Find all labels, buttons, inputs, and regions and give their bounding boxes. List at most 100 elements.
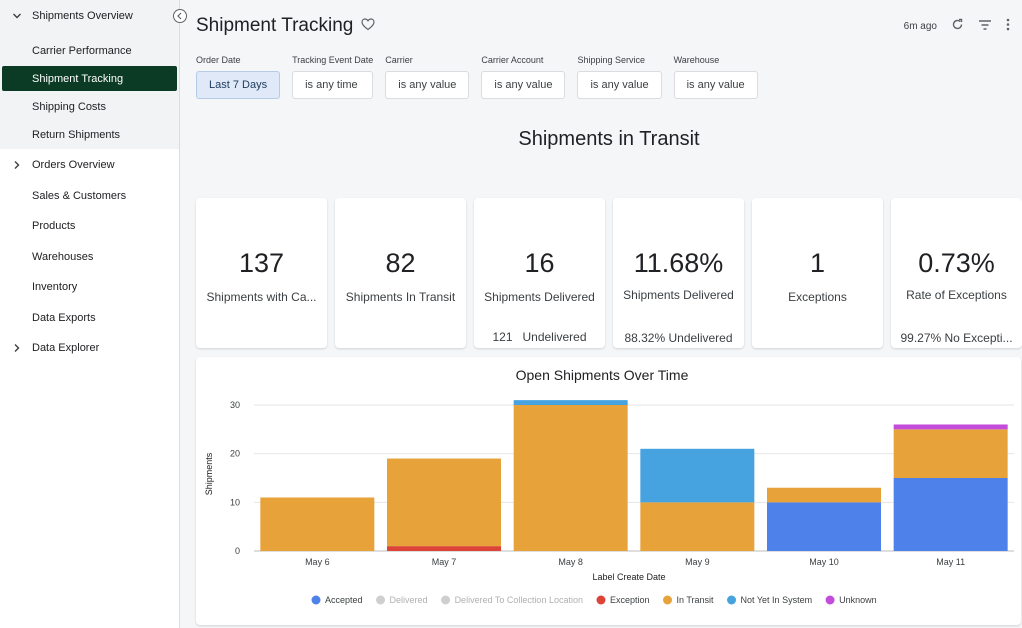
legend-label: In Transit: [677, 595, 715, 605]
legend-swatch: [376, 595, 386, 605]
chart-title: Open Shipments Over Time: [516, 367, 689, 383]
chart-legend: Accepted Delivered Delivered To Collection…: [311, 595, 877, 605]
bar-segment[interactable]: [513, 405, 628, 551]
header-actions: 6m ago: [904, 18, 1010, 34]
legend-swatch: [596, 595, 606, 605]
chart-gridlines: 0 10 20 30: [230, 400, 1014, 556]
filter-label: Carrier Account: [481, 55, 544, 65]
filter-bar: Order Date Last 7 Days Tracking Event Da…: [196, 55, 758, 99]
sidebar-item-label: Data Exports: [32, 311, 96, 324]
warehouse-filter-button[interactable]: is any value: [673, 71, 758, 99]
legend-label: Not Yet In System: [741, 595, 813, 605]
legend-item[interactable]: Accepted: [311, 595, 363, 605]
bar-segment[interactable]: [260, 497, 375, 551]
sidebar-item-data-explorer[interactable]: Data Explorer: [0, 333, 179, 364]
filter-warehouse: Warehouse is any value: [673, 55, 758, 99]
sidebar-item-label: Data Explorer: [32, 342, 100, 355]
sidebar-item-warehouses[interactable]: Warehouses: [0, 242, 179, 273]
sidebar-item-sales-customers[interactable]: Sales & Customers: [0, 181, 179, 212]
sidebar-item-label: Return Shipments: [32, 128, 121, 141]
sidebar-item-return-shipments[interactable]: Return Shipments: [0, 120, 179, 149]
legend-label: Exception: [610, 595, 650, 605]
collapse-sidebar-button[interactable]: [173, 9, 187, 23]
carrier-filter-button[interactable]: is any value: [385, 71, 470, 99]
open-shipments-chart: Open Shipments Over Time Shipments Label…: [196, 357, 1021, 625]
filter-label: Shipping Service: [577, 55, 646, 65]
legend-swatch: [663, 595, 673, 605]
sidebar-item-shipments-overview[interactable]: Shipments Overview: [0, 0, 179, 32]
kpi-tiles: 137 Shipments with Ca... 82 Shipments In…: [196, 198, 1022, 348]
kpi-tile-exceptions[interactable]: 1 Exceptions: [752, 198, 883, 348]
legend-item[interactable]: Exception: [596, 595, 650, 605]
sidebar-item-orders-overview[interactable]: Orders Overview: [0, 150, 179, 181]
kpi-label: Rate of Exceptions: [906, 288, 1007, 302]
more-vert-icon[interactable]: [1006, 18, 1010, 34]
sidebar-nav: Orders Overview Sales & Customers Produc…: [0, 150, 179, 364]
page-title-text: Shipment Tracking: [196, 15, 354, 36]
bar-segment[interactable]: [893, 424, 1008, 430]
sidebar-item-products[interactable]: Products: [0, 211, 179, 242]
filter-label: Carrier: [385, 55, 413, 65]
order-date-filter-button[interactable]: Last 7 Days: [196, 71, 281, 99]
sidebar-item-data-exports[interactable]: Data Exports: [0, 303, 179, 334]
legend-item[interactable]: Unknown: [825, 595, 877, 605]
filter-order-date: Order Date Last 7 Days: [196, 55, 281, 99]
sidebar-item-inventory[interactable]: Inventory: [0, 272, 179, 303]
legend-label: Accepted: [325, 595, 363, 605]
sidebar-item-label: Warehouses: [32, 250, 94, 263]
legend-item[interactable]: Not Yet In System: [727, 595, 812, 605]
kpi-tile-shipments-in-transit[interactable]: 82 Shipments In Transit: [335, 198, 466, 348]
last-updated-text: 6m ago: [903, 20, 937, 32]
bar-segment[interactable]: [640, 502, 755, 551]
tracking-event-date-filter-button[interactable]: is any time: [292, 71, 374, 99]
x-tick-label: May 8: [558, 557, 583, 567]
chevron-right-icon: [12, 333, 22, 364]
kpi-value: 137: [238, 248, 285, 278]
legend-item[interactable]: Delivered To Collection Location: [441, 595, 583, 605]
kpi-subtext: 88.32% Undelivered: [624, 331, 733, 345]
kpi-subtext: 99.27% No Excepti...: [900, 331, 1013, 345]
sidebar-item-label: Shipping Costs: [32, 100, 106, 113]
x-tick-label: May 9: [685, 557, 710, 567]
bar-segment[interactable]: [640, 448, 755, 503]
legend-swatch: [727, 595, 737, 605]
legend-item[interactable]: In Transit: [663, 595, 714, 605]
kpi-tile-exception-rate[interactable]: 0.73% Rate of Exceptions 99.27% No Excep…: [891, 198, 1022, 348]
chart-y-axis-label: Shipments: [204, 452, 214, 495]
sidebar-item-shipment-tracking[interactable]: Shipment Tracking: [2, 66, 177, 91]
kpi-tile-delivered-rate[interactable]: 11.68% Shipments Delivered 88.32% Undeli…: [613, 198, 744, 348]
sidebar-item-shipping-costs[interactable]: Shipping Costs: [0, 93, 179, 120]
filter-icon[interactable]: [978, 19, 992, 34]
kpi-value: 11.68%: [633, 248, 724, 278]
y-tick-label: 0: [235, 546, 240, 556]
sidebar: Shipments Overview Carrier Performance S…: [0, 0, 180, 628]
sidebar-item-label: Sales & Customers: [32, 189, 127, 202]
bar-segment[interactable]: [893, 429, 1008, 478]
sidebar-item-label: Products: [32, 220, 76, 233]
sidebar-item-label: Shipment Tracking: [32, 72, 124, 85]
kpi-label: Exceptions: [788, 290, 847, 304]
kpi-tile-shipments-with-carrier[interactable]: 137 Shipments with Ca...: [196, 198, 327, 348]
kpi-value: 82: [385, 248, 416, 278]
bar-segment[interactable]: [513, 400, 628, 405]
shipping-service-filter-button[interactable]: is any value: [577, 71, 662, 99]
bar-segment[interactable]: [387, 546, 501, 551]
sidebar-item-label: Carrier Performance: [32, 44, 132, 57]
kpi-tile-shipments-delivered[interactable]: 16 Shipments Delivered 121 Undelivered: [474, 198, 605, 348]
legend-swatch: [441, 595, 451, 605]
kpi-value: 1: [809, 248, 826, 278]
bar-segment[interactable]: [387, 458, 501, 547]
filter-label: Order Date: [196, 55, 241, 65]
refresh-icon[interactable]: [951, 18, 964, 34]
bar-segment[interactable]: [893, 478, 1008, 551]
carrier-account-filter-button[interactable]: is any value: [481, 71, 566, 99]
bar-segment[interactable]: [767, 502, 881, 551]
legend-item[interactable]: Delivered: [376, 595, 428, 605]
bar-segment[interactable]: [767, 487, 881, 503]
page-title: Shipment Tracking: [196, 15, 375, 37]
sidebar-item-carrier-performance[interactable]: Carrier Performance: [0, 37, 179, 64]
kpi-label: Shipments Delivered: [484, 290, 595, 304]
kpi-label: Shipments In Transit: [345, 290, 456, 304]
sidebar-group-shipments: Shipments Overview Carrier Performance S…: [0, 0, 179, 149]
heart-icon[interactable]: [361, 18, 375, 34]
